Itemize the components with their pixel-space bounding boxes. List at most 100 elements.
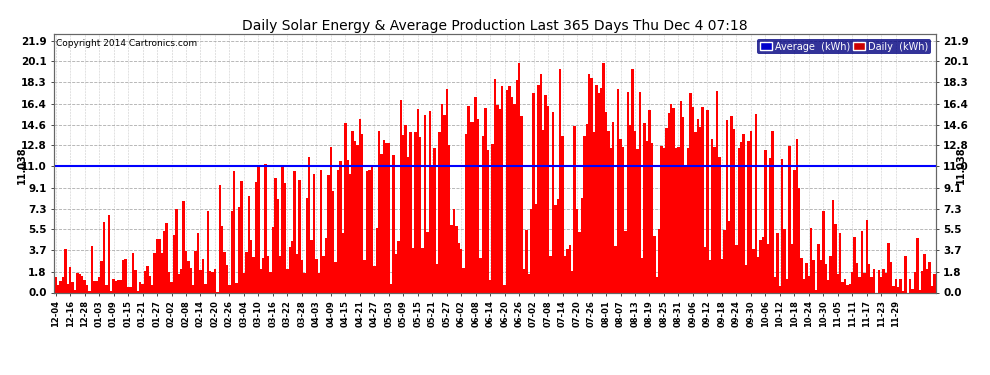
Bar [538, 85, 540, 292]
Bar [774, 277, 776, 292]
Bar [820, 260, 822, 292]
Bar [434, 148, 436, 292]
Text: 11.038: 11.038 [17, 147, 27, 184]
Bar [462, 268, 465, 292]
Bar [390, 284, 392, 292]
Bar [348, 174, 351, 292]
Bar [105, 285, 108, 292]
Bar [243, 273, 246, 292]
Bar [810, 228, 813, 292]
Bar [446, 89, 447, 292]
Bar [909, 279, 912, 292]
Bar [877, 270, 880, 292]
Bar [511, 97, 513, 292]
Bar [469, 122, 472, 292]
Bar [719, 157, 721, 292]
Bar [447, 145, 450, 292]
Bar [61, 277, 64, 292]
Bar [916, 238, 919, 292]
Bar [163, 231, 165, 292]
Bar [642, 258, 644, 292]
Bar [699, 127, 701, 292]
Bar [791, 244, 793, 292]
Bar [298, 180, 301, 292]
Bar [180, 269, 182, 292]
Bar [759, 240, 761, 292]
Bar [472, 122, 474, 292]
Bar [622, 147, 624, 292]
Bar [902, 291, 904, 292]
Bar [385, 142, 387, 292]
Bar [142, 284, 144, 292]
Bar [578, 232, 581, 292]
Bar [740, 142, 742, 292]
Bar [912, 289, 914, 292]
Bar [56, 285, 59, 292]
Bar [76, 273, 78, 292]
Bar [868, 264, 870, 292]
Bar [607, 131, 610, 292]
Bar [585, 124, 588, 292]
Bar [113, 279, 115, 292]
Bar [890, 262, 892, 292]
Bar [839, 234, 842, 292]
Bar [895, 279, 897, 292]
Bar [675, 148, 677, 292]
Bar [660, 146, 662, 292]
Bar [257, 167, 259, 292]
Bar [692, 107, 694, 292]
Bar [361, 134, 363, 292]
Bar [648, 110, 650, 292]
Bar [523, 269, 525, 292]
Bar [91, 246, 93, 292]
Bar [264, 164, 267, 292]
Bar [566, 249, 568, 292]
Bar [600, 88, 603, 292]
Bar [233, 171, 236, 292]
Bar [187, 261, 190, 292]
Bar [246, 252, 248, 292]
Bar [148, 276, 151, 292]
Bar [742, 134, 744, 292]
Bar [629, 125, 632, 292]
Bar [533, 93, 535, 292]
Bar [185, 251, 187, 292]
Bar [127, 288, 130, 292]
Bar [598, 93, 600, 292]
Bar [605, 112, 607, 292]
Bar [818, 244, 820, 292]
Bar [593, 132, 595, 292]
Bar [337, 171, 340, 292]
Bar [110, 291, 113, 292]
Bar [158, 239, 160, 292]
Bar [489, 280, 491, 292]
Bar [655, 278, 658, 292]
Bar [93, 280, 95, 292]
Bar [259, 269, 262, 292]
Bar [639, 92, 642, 292]
Bar [284, 183, 286, 292]
Bar [192, 285, 194, 292]
Bar [482, 136, 484, 292]
Bar [199, 270, 202, 292]
Bar [716, 91, 719, 292]
Bar [749, 131, 752, 292]
Bar [392, 155, 395, 292]
Bar [444, 115, 446, 292]
Bar [568, 245, 571, 292]
Bar [612, 122, 615, 292]
Bar [308, 157, 310, 292]
Bar [313, 174, 315, 292]
Bar [467, 106, 469, 292]
Bar [291, 242, 293, 292]
Bar [632, 69, 634, 292]
Text: Copyright 2014 Cartronics.com: Copyright 2014 Cartronics.com [56, 39, 197, 48]
Bar [761, 237, 764, 292]
Text: 11.038: 11.038 [956, 147, 966, 184]
Bar [516, 80, 518, 292]
Bar [882, 269, 885, 292]
Bar [499, 110, 501, 292]
Bar [358, 119, 361, 292]
Bar [697, 119, 699, 292]
Bar [375, 228, 378, 292]
